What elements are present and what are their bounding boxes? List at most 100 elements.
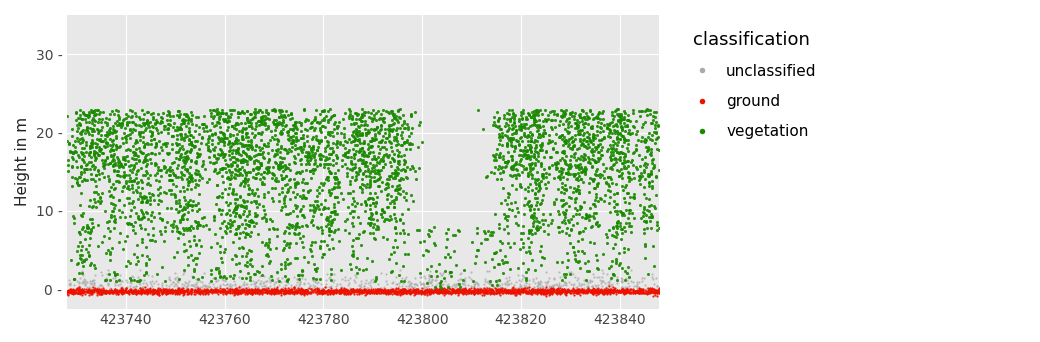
Point	[277, 146, 293, 152]
Point	[508, 213, 524, 219]
Point	[280, 128, 296, 134]
Point	[369, 289, 386, 294]
Point	[482, 232, 498, 237]
Point	[375, 289, 392, 294]
Point	[426, 286, 443, 291]
Point	[319, 288, 336, 293]
Point	[365, 107, 382, 113]
Point	[189, 138, 206, 144]
Point	[248, 123, 264, 129]
Point	[367, 290, 384, 295]
Point	[178, 289, 194, 295]
Point	[176, 120, 192, 126]
Point	[324, 162, 341, 168]
Point	[520, 154, 537, 159]
Point	[95, 288, 111, 294]
Point	[181, 225, 198, 231]
Point	[185, 268, 202, 274]
Point	[598, 289, 615, 294]
Point	[606, 289, 623, 294]
Point	[254, 291, 270, 296]
Point	[470, 282, 487, 287]
Point	[366, 133, 383, 139]
Point	[89, 167, 106, 172]
Point	[133, 225, 150, 230]
Point	[229, 163, 245, 169]
Point	[353, 167, 369, 173]
Point	[457, 278, 473, 284]
Point	[309, 187, 326, 193]
Point	[261, 156, 278, 161]
Point	[537, 279, 553, 285]
Point	[300, 280, 316, 286]
Point	[77, 228, 94, 234]
Point	[222, 134, 238, 139]
Point	[522, 206, 539, 212]
Point	[506, 240, 523, 246]
Point	[610, 173, 627, 179]
Point	[391, 182, 408, 187]
Point	[557, 286, 574, 291]
Point	[569, 287, 586, 292]
Point	[609, 288, 626, 293]
Point	[614, 183, 630, 189]
Point	[150, 285, 166, 290]
Point	[122, 167, 138, 172]
Point	[240, 211, 257, 216]
Point	[251, 164, 267, 170]
Point	[270, 289, 287, 294]
Point	[168, 249, 185, 255]
Point	[405, 287, 421, 293]
Point	[277, 163, 293, 168]
Point	[577, 139, 594, 144]
Point	[580, 287, 597, 293]
Point	[570, 290, 587, 296]
Point	[364, 290, 381, 296]
Point	[551, 133, 568, 139]
Point	[249, 290, 265, 295]
Point	[133, 286, 150, 292]
Point	[159, 141, 176, 146]
Point	[107, 202, 124, 207]
Point	[576, 277, 593, 283]
Point	[626, 290, 643, 295]
Point	[646, 109, 662, 115]
Point	[340, 287, 357, 293]
Point	[647, 289, 664, 295]
Point	[102, 277, 119, 282]
Point	[550, 173, 567, 179]
Point	[627, 143, 644, 148]
Point	[612, 250, 628, 255]
Point	[531, 131, 548, 136]
Point	[311, 290, 328, 295]
Point	[158, 205, 175, 210]
Point	[175, 194, 191, 199]
Point	[95, 160, 111, 166]
Point	[360, 141, 376, 147]
Point	[346, 136, 363, 142]
Point	[573, 204, 590, 209]
Point	[597, 192, 614, 198]
Point	[339, 166, 356, 171]
Point	[394, 287, 411, 292]
Point	[553, 107, 570, 113]
Point	[588, 160, 604, 165]
Point	[543, 290, 560, 296]
Point	[604, 143, 621, 148]
Point	[472, 287, 489, 292]
Point	[214, 289, 231, 294]
Point	[614, 231, 630, 236]
Point	[395, 230, 412, 236]
Point	[563, 154, 579, 159]
Point	[480, 289, 497, 294]
Point	[421, 286, 438, 292]
Point	[450, 289, 467, 294]
Point	[180, 282, 197, 287]
Point	[245, 198, 262, 203]
Point	[537, 291, 553, 296]
Point	[560, 162, 576, 168]
Point	[589, 132, 605, 138]
Point	[183, 207, 200, 212]
Point	[66, 290, 82, 295]
Point	[100, 283, 116, 288]
